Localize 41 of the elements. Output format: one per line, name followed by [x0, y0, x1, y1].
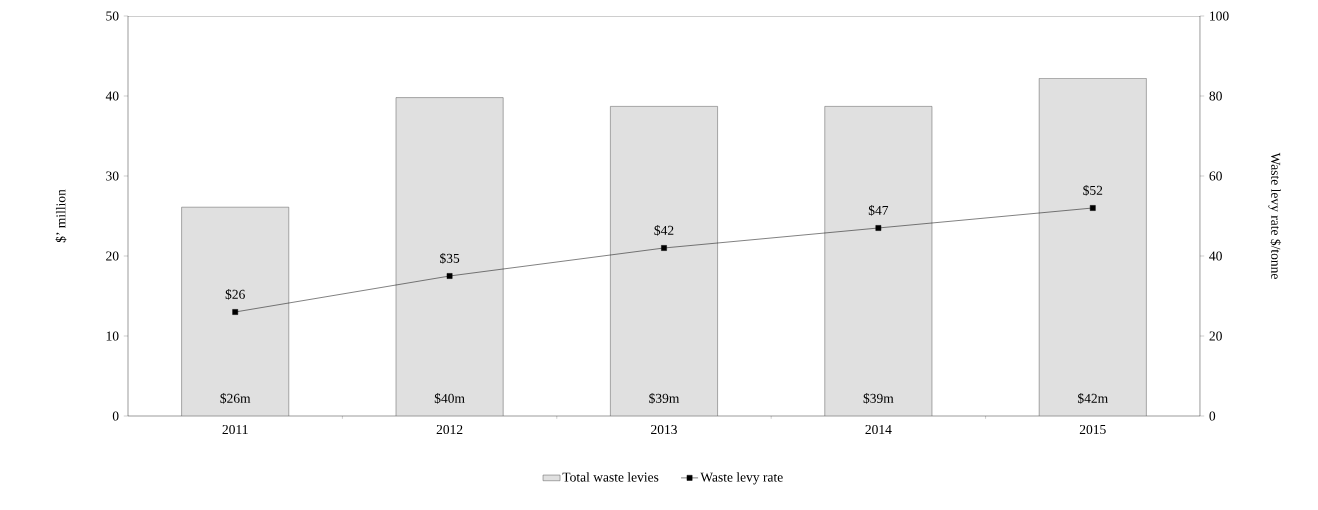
y2-tick-label: 100	[1210, 11, 1229, 21]
point	[232, 309, 239, 315]
y-tick-label: 0	[112, 411, 119, 421]
legend-label: Total waste levies	[562, 472, 659, 482]
y-tick-label: 40	[105, 91, 119, 101]
legend-label: Waste levy rate	[700, 472, 783, 485]
bar	[395, 97, 504, 416]
y2-tick-label: 0	[1209, 411, 1216, 421]
data-label: $35	[440, 252, 460, 264]
data-label: $42m	[1077, 392, 1108, 404]
data-label: $47	[868, 204, 889, 216]
x-tick-label: 2015	[1079, 424, 1106, 435]
y2-tick-label: 40	[1209, 251, 1222, 261]
y-tick-label: 20	[106, 251, 119, 261]
y2-tick-label: 60	[1209, 171, 1222, 181]
bar	[610, 106, 718, 416]
bar	[1038, 78, 1147, 416]
y-axis-title: $’ million	[55, 189, 67, 243]
point	[446, 273, 453, 279]
x-tick-label: 2012	[436, 424, 463, 435]
y-tick-label: 50	[106, 11, 119, 21]
point	[661, 245, 667, 251]
data-label: $52	[1083, 184, 1103, 196]
data-label: $39m	[649, 392, 680, 404]
x-tick-label: 2014	[865, 424, 892, 435]
y-tick-label: 30	[106, 171, 119, 181]
data-label: $26	[225, 288, 245, 300]
x-tick-label: 2011	[222, 424, 248, 435]
point	[875, 225, 882, 231]
point	[1089, 205, 1096, 211]
bar	[181, 206, 290, 416]
data-label: $26m	[220, 392, 251, 404]
y2-tick-label: 20	[1209, 331, 1222, 341]
y2-axis-title: Waste levy rate $/tonne	[1268, 152, 1282, 279]
x-tick-label: 2013	[651, 424, 677, 435]
data-label: $39m	[863, 392, 894, 404]
bar	[824, 106, 933, 416]
y2-tick-label: 80	[1209, 91, 1222, 101]
y-tick-label: 10	[106, 331, 119, 341]
data-label: $40m	[434, 392, 465, 404]
data-label: $42	[654, 224, 674, 236]
